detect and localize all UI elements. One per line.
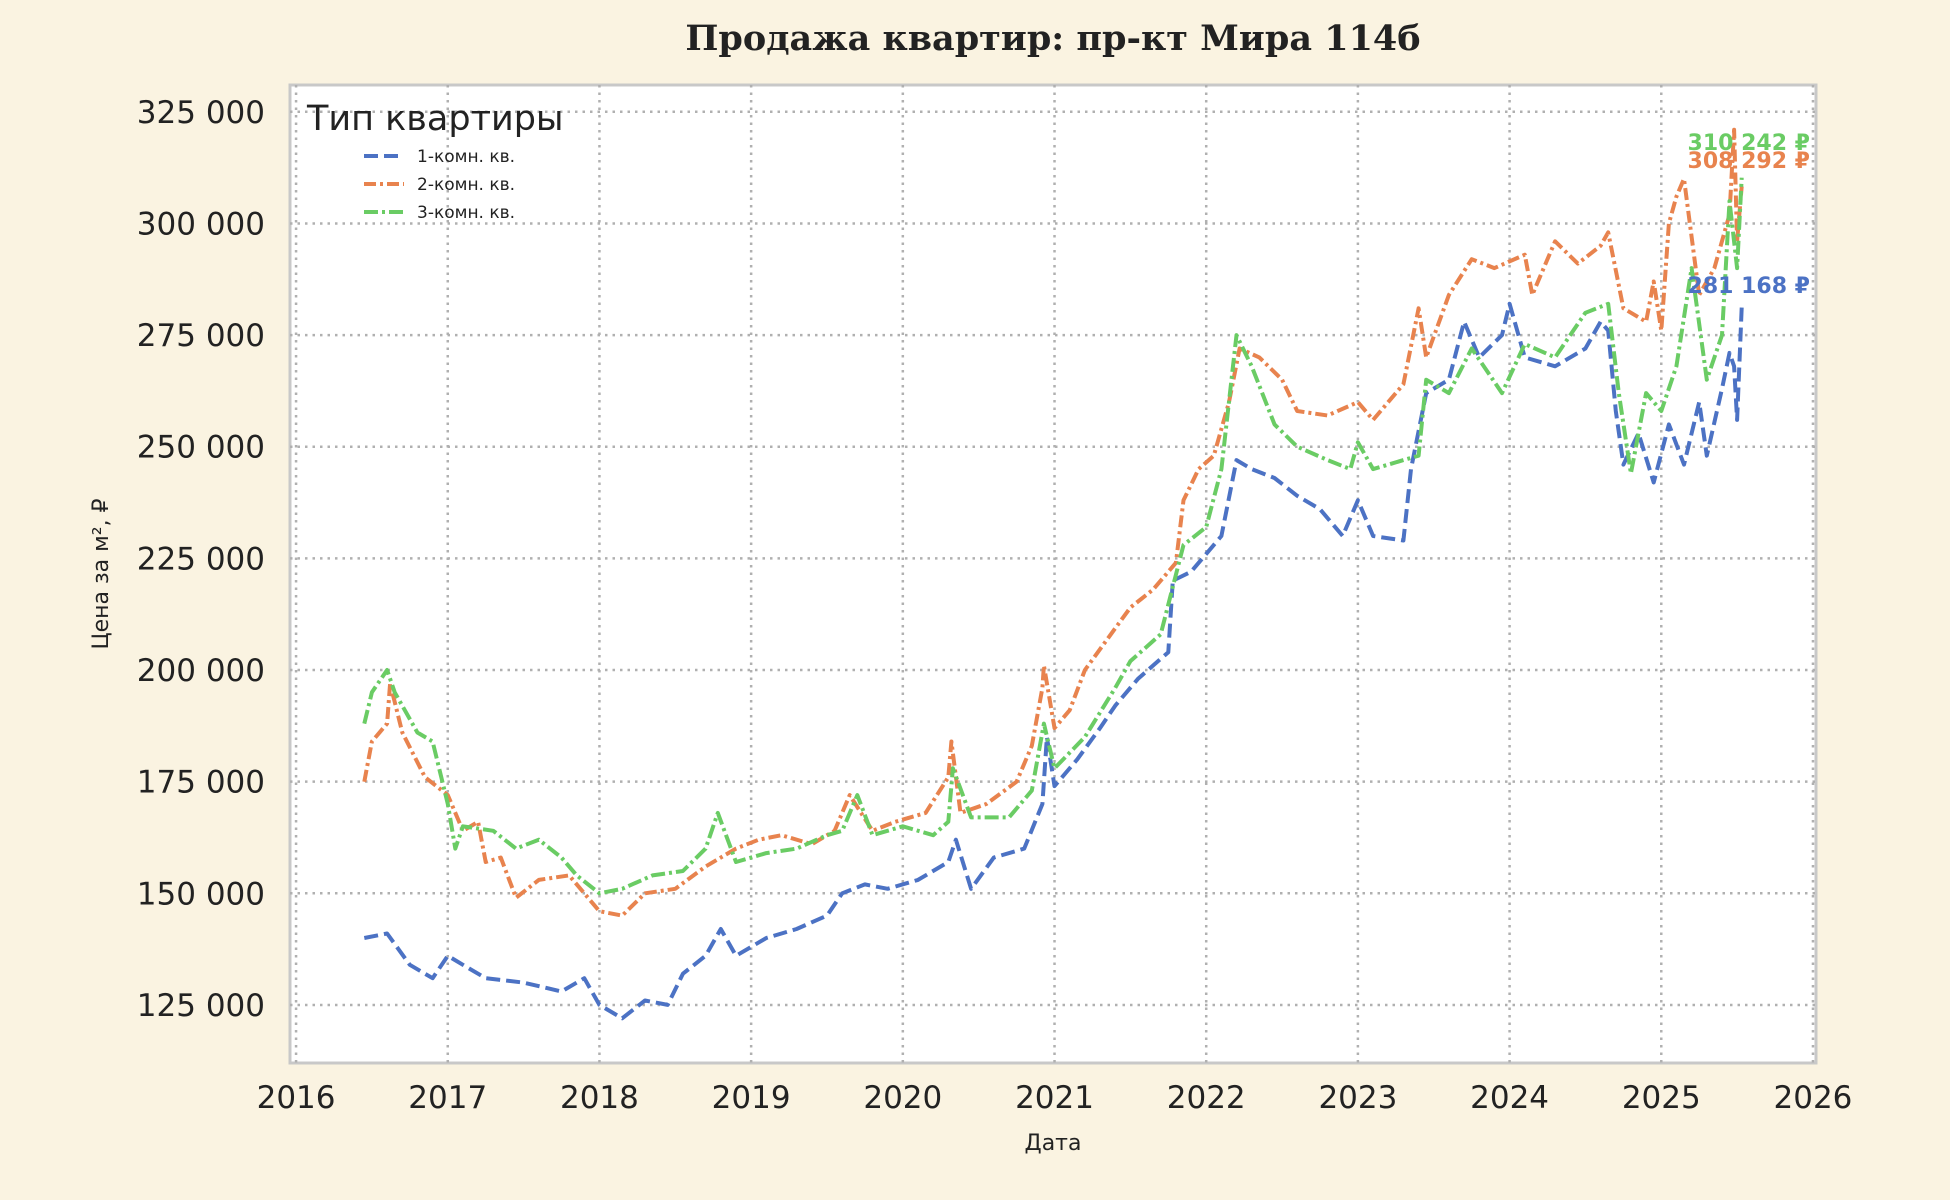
- x-axis-ticks: 2016 2017 2018 2019 2020 2021 2022 2023 2024 2025…: [257, 1080, 1853, 1116]
- plot-area: [288, 83, 1818, 1065]
- x-tick-label: 2018: [560, 1080, 639, 1116]
- legend-label-3: 3-комн. кв.: [417, 203, 515, 223]
- x-tick-label: 2017: [408, 1080, 487, 1116]
- y-tick-label: 175 000: [137, 765, 265, 801]
- x-tick-label: 2025: [1622, 1080, 1701, 1116]
- x-tick-label: 2016: [257, 1080, 336, 1116]
- y-tick-label: 300 000: [137, 206, 265, 242]
- x-tick-label: 2022: [1167, 1080, 1246, 1116]
- x-axis-label: Дата: [1025, 1131, 1082, 1156]
- y-tick-label: 200 000: [137, 653, 265, 689]
- x-tick-label: 2024: [1470, 1080, 1549, 1116]
- end-label-3: 310 242 ₽: [1688, 131, 1810, 156]
- y-axis-ticks: 125 000 150 000 175 000 200 000 225 000 250 0…: [137, 95, 265, 1024]
- series-line-3: [362, 177, 1744, 896]
- legend-label-1: 1-комн. кв.: [417, 147, 515, 167]
- end-label-1: 281 168 ₽: [1688, 274, 1810, 299]
- x-tick-label: 2023: [1318, 1080, 1397, 1116]
- x-tick-label: 2019: [712, 1080, 791, 1116]
- y-tick-label: 275 000: [137, 318, 265, 354]
- series-lines: [362, 127, 1744, 1021]
- x-tick-label: 2021: [1015, 1080, 1094, 1116]
- end-labels: 281 168 ₽ 308 292 ₽310 242 ₽: [1688, 131, 1810, 299]
- y-tick-label: 325 000: [137, 95, 265, 131]
- x-tick-label: 2020: [863, 1080, 942, 1116]
- y-tick-label: 125 000: [137, 988, 265, 1024]
- series-line-1: [363, 301, 1744, 1021]
- chart-title: Продажа квартир: пр-кт Мира 114б: [685, 18, 1420, 59]
- end-label-2: 308 292 ₽: [1688, 149, 1810, 174]
- y-tick-label: 250 000: [137, 430, 265, 466]
- y-tick-label: 225 000: [137, 541, 265, 577]
- legend-label-2: 2-комн. кв.: [417, 175, 515, 195]
- x-tick-label: 2026: [1774, 1080, 1853, 1116]
- y-axis-label: Цена за м², ₽: [89, 498, 114, 649]
- legend: Тип квартиры 1-комн. кв. 2-комн. кв. 3-ком…: [306, 99, 564, 223]
- legend-title: Тип квартиры: [306, 99, 564, 139]
- series-line-2: [362, 127, 1744, 918]
- y-tick-label: 150 000: [137, 876, 265, 912]
- grid: [290, 85, 1816, 1063]
